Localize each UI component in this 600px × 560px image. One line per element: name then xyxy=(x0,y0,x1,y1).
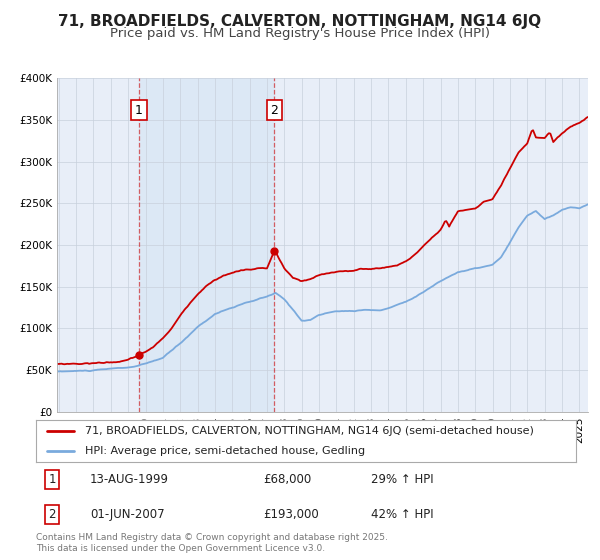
Bar xyxy=(139,78,274,412)
Text: 42% ↑ HPI: 42% ↑ HPI xyxy=(371,508,433,521)
Text: 13-AUG-1999: 13-AUG-1999 xyxy=(90,473,169,486)
Text: 2: 2 xyxy=(49,508,56,521)
Text: 71, BROADFIELDS, CALVERTON, NOTTINGHAM, NG14 6JQ: 71, BROADFIELDS, CALVERTON, NOTTINGHAM, … xyxy=(58,14,542,29)
Text: Contains HM Land Registry data © Crown copyright and database right 2025.
This d: Contains HM Land Registry data © Crown c… xyxy=(36,533,388,553)
Text: HPI: Average price, semi-detached house, Gedling: HPI: Average price, semi-detached house,… xyxy=(85,446,365,456)
Text: 2: 2 xyxy=(271,104,278,116)
Text: £193,000: £193,000 xyxy=(263,508,319,521)
Point xyxy=(269,246,279,255)
Text: 01-JUN-2007: 01-JUN-2007 xyxy=(90,508,164,521)
Point xyxy=(134,351,144,360)
Text: 29% ↑ HPI: 29% ↑ HPI xyxy=(371,473,433,486)
Text: £68,000: £68,000 xyxy=(263,473,311,486)
Text: 71, BROADFIELDS, CALVERTON, NOTTINGHAM, NG14 6JQ (semi-detached house): 71, BROADFIELDS, CALVERTON, NOTTINGHAM, … xyxy=(85,426,533,436)
Text: 1: 1 xyxy=(135,104,143,116)
Text: Price paid vs. HM Land Registry's House Price Index (HPI): Price paid vs. HM Land Registry's House … xyxy=(110,27,490,40)
Text: 1: 1 xyxy=(49,473,56,486)
